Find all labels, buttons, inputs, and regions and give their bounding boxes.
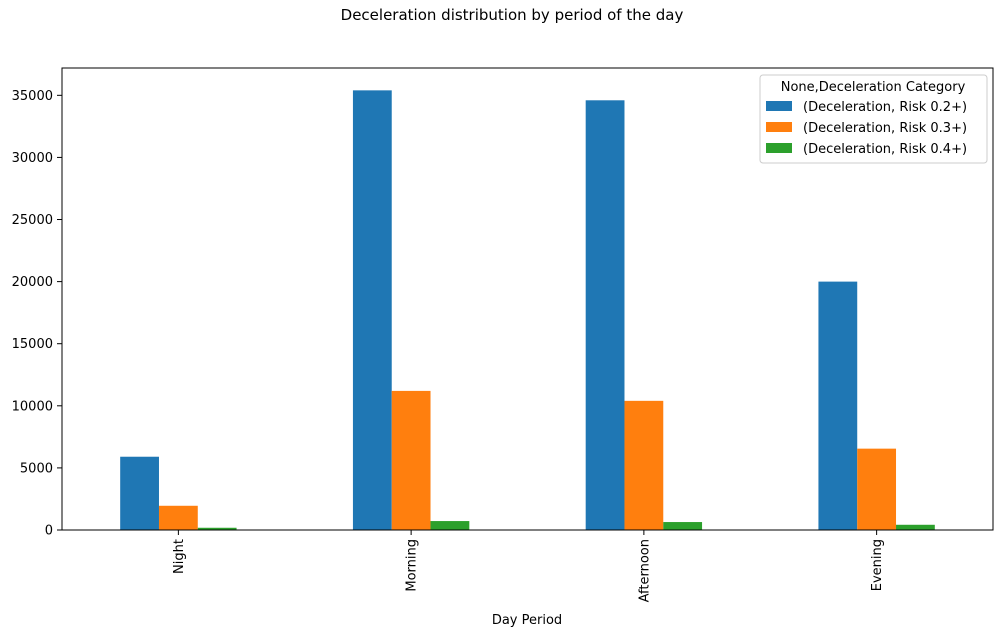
y-tick-label: 35000	[12, 89, 53, 104]
y-tick-label: 20000	[12, 275, 53, 290]
legend-label: (Deceleration, Risk 0.2+)	[803, 100, 967, 115]
legend-title: None,Deceleration Category	[781, 80, 966, 95]
bar-afternoon-series-3	[663, 522, 703, 530]
legend-swatch	[766, 101, 792, 111]
bar-evening-series-2	[857, 448, 897, 530]
y-tick-label: 5000	[20, 461, 53, 476]
bar-morning-series-3	[430, 521, 470, 530]
y-tick-label: 30000	[12, 151, 53, 166]
legend-label: (Deceleration, Risk 0.3+)	[803, 121, 967, 136]
x-tick-label: Morning	[405, 539, 420, 592]
y-tick-label: 0	[45, 524, 53, 539]
y-tick-label: 10000	[12, 399, 53, 414]
x-tick-label: Evening	[870, 539, 885, 591]
legend-swatch	[766, 143, 792, 153]
bar-evening-series-1	[818, 281, 858, 530]
y-tick-label: 25000	[12, 213, 53, 228]
bar-afternoon-series-1	[585, 100, 625, 530]
bar-morning-series-2	[391, 390, 431, 530]
bar-morning-series-1	[352, 90, 392, 530]
bar-evening-series-3	[896, 524, 935, 530]
chart-title: Deceleration distribution by period of t…	[341, 6, 684, 24]
bar-night-series-2	[158, 505, 198, 530]
bars-group	[120, 90, 935, 530]
bar-night-series-3	[197, 527, 237, 530]
legend-box	[759, 74, 988, 164]
x-tick-label: Afternoon	[637, 539, 652, 602]
plot-frame	[61, 67, 994, 531]
bar-afternoon-series-2	[624, 400, 664, 530]
legend: None,Deceleration Category (Deceleration…	[759, 74, 988, 164]
x-axis: Night Morning Afternoon Evening	[172, 530, 885, 602]
y-tick-label: 15000	[12, 337, 53, 352]
legend-label: (Deceleration, Risk 0.4+)	[803, 142, 967, 157]
legend-swatch	[766, 122, 792, 132]
x-axis-label: Day Period	[492, 613, 562, 628]
bar-night-series-1	[120, 456, 159, 530]
y-axis: 0 5000 10000 15000 20000 25000 30000 35000	[12, 89, 62, 539]
x-tick-label: Night	[172, 539, 187, 574]
